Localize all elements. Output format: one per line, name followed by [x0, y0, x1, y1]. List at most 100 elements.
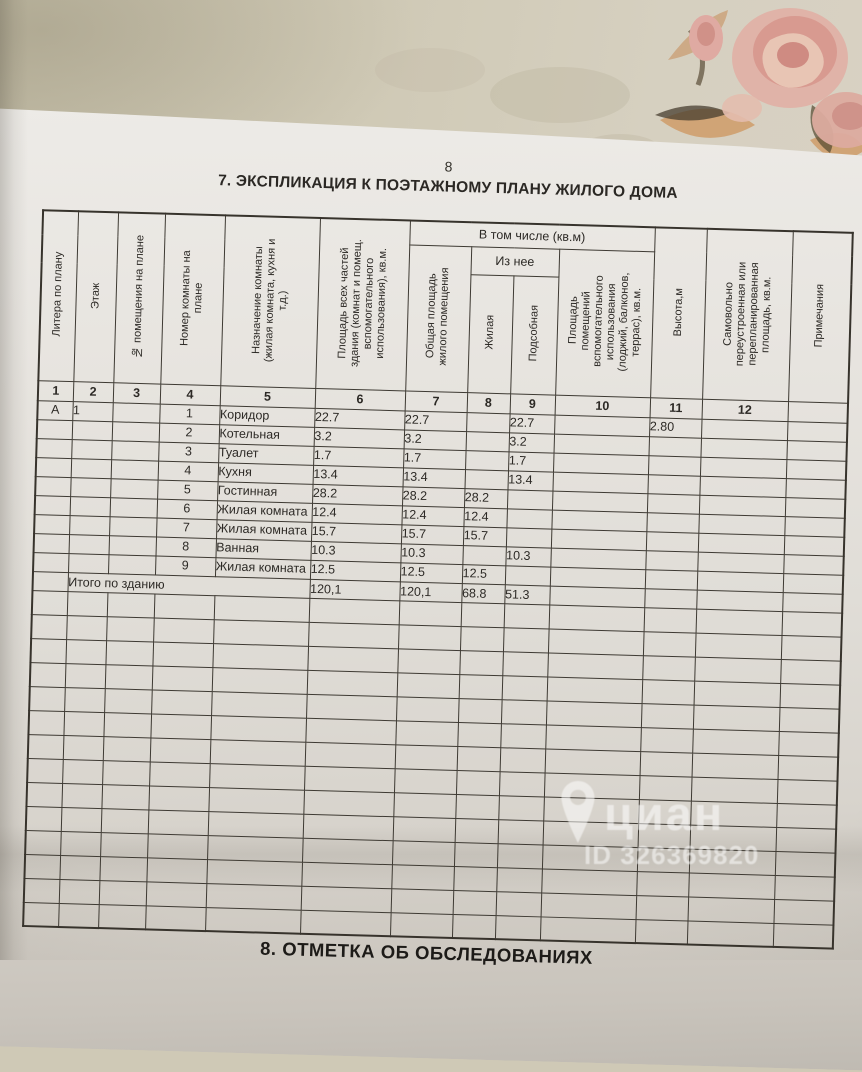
table-cell-etazh [70, 496, 111, 516]
table-cell-obshaya: 15.7 [401, 524, 464, 545]
empty-cell [545, 724, 641, 751]
table-cell-litera [36, 457, 72, 477]
empty-cell [105, 640, 153, 665]
empty-cell [211, 691, 307, 718]
empty-cell [780, 683, 841, 709]
empty-cell [214, 595, 310, 622]
empty-cell [396, 696, 459, 722]
table-cell-zhilaya: 12.5 [462, 564, 506, 584]
table-cell-pom [112, 421, 160, 441]
empty-cell [635, 919, 688, 944]
empty-cell [501, 699, 547, 724]
table-cell-obshaya: 12.4 [401, 505, 464, 526]
table-cell-prim [783, 554, 844, 575]
empty-cell [150, 737, 211, 763]
table-cell-litera [36, 438, 72, 458]
empty-cell [504, 603, 550, 628]
column-header-room-number: Номер комнаты на плане [160, 214, 225, 386]
empty-cell [390, 912, 453, 938]
table-cell-vspom [554, 434, 650, 456]
empty-cell [541, 892, 637, 919]
empty-cell [461, 602, 505, 627]
empty-cell [30, 638, 66, 663]
column-header-primechaniya: Примечания [788, 231, 853, 403]
empty-cell [500, 747, 546, 772]
empty-cell [23, 902, 59, 927]
empty-cell [778, 731, 839, 757]
empty-cell [307, 646, 398, 673]
table-cell-prim [786, 440, 847, 461]
table-cell-komnata: 9 [155, 556, 216, 577]
group-header-iz-nee: Из нее [470, 246, 559, 276]
table-cell-total: 15.7 [311, 522, 401, 544]
table-cell-vysota [648, 455, 701, 475]
empty-cell [154, 594, 215, 620]
empty-cell [153, 617, 214, 643]
table-cell-total: 1.7 [313, 446, 403, 468]
table-cell-vspom [551, 529, 647, 551]
empty-cell [208, 811, 304, 838]
table-cell-samovolno [699, 495, 785, 516]
table-cell-podsobnaya: 1.7 [508, 451, 554, 471]
empty-cell [29, 686, 65, 711]
table-cell-vysota [649, 436, 702, 456]
table-cell-samovolno [698, 533, 784, 554]
total-value-podsobnaya: 51.3 [504, 584, 550, 604]
table-cell-prim [784, 516, 845, 537]
empty-cell [497, 843, 543, 868]
empty-cell [547, 677, 643, 704]
empty-cell [395, 720, 458, 746]
table-cell-zhilaya [466, 412, 510, 432]
empty-cell [688, 897, 775, 923]
empty-cell [643, 631, 696, 656]
empty-cell [24, 878, 60, 903]
table-cell-etazh [69, 534, 110, 554]
table-cell-total: 13.4 [313, 465, 403, 487]
empty-cell [640, 727, 693, 752]
empty-cell [101, 784, 149, 809]
column-number: 1 [38, 380, 74, 401]
empty-cell [641, 703, 694, 728]
table-cell-pom [109, 535, 157, 555]
table-cell-komnata: 5 [157, 480, 218, 501]
column-header-litera: Литера по плану [38, 210, 78, 381]
table-cell-vspom [551, 510, 647, 532]
table-cell-zhilaya: 15.7 [463, 526, 507, 546]
column-number: 12 [702, 399, 789, 421]
empty-cell [65, 663, 106, 688]
table-cell-komnata: 7 [156, 518, 217, 539]
table-cell-name: Гостинная [217, 481, 312, 503]
empty-cell [212, 643, 308, 670]
empty-cell [502, 651, 548, 676]
empty-cell [152, 665, 213, 691]
table-cell [696, 590, 782, 611]
table-cell-name: Туалет [218, 443, 313, 465]
column-header-total-area: Площадь всех частей здания (комнат и пом… [315, 218, 410, 390]
empty-cell [303, 790, 394, 817]
empty-cell [63, 711, 104, 736]
table-cell-etazh [71, 458, 112, 478]
table-cell-total: 28.2 [312, 484, 402, 506]
empty-cell [454, 842, 498, 867]
total-value-obshaya: 120,1 [399, 581, 462, 602]
empty-cell [453, 866, 497, 891]
table-cell-etazh [70, 477, 111, 497]
table-cell-name: Коридор [219, 405, 314, 427]
empty-cell [399, 600, 462, 626]
empty-cell [307, 670, 398, 697]
table-cell-samovolno [698, 514, 784, 535]
table-cell-litera [35, 476, 71, 496]
empty-cell [31, 614, 67, 639]
table-cell-podsobnaya: 22.7 [509, 413, 555, 433]
fabric-background [0, 0, 862, 220]
empty-cell [301, 862, 392, 889]
empty-cell [457, 722, 501, 747]
table-cell-komnata: 6 [157, 499, 218, 520]
table-cell-pom [111, 459, 159, 479]
empty-cell [545, 748, 641, 775]
table-cell-zhilaya: 12.4 [463, 507, 507, 527]
column-header-obshaya: Общая площадь жилого помещения [405, 244, 471, 392]
table-cell-komnata: 3 [158, 442, 219, 463]
empty-cell [106, 616, 154, 641]
table-cell-litera [34, 533, 70, 553]
